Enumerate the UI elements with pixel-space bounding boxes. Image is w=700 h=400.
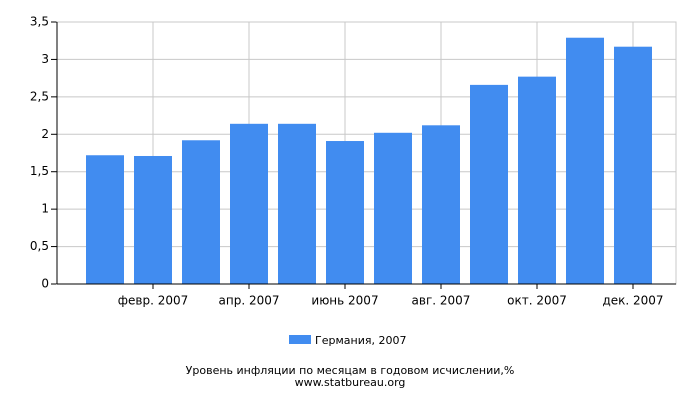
bar: [230, 123, 268, 284]
x-tick-label: окт. 2007: [507, 294, 567, 308]
x-tick-label: апр. 2007: [219, 294, 280, 308]
x-tick-label: авг. 2007: [412, 294, 471, 308]
bar: [566, 37, 604, 284]
bar: [134, 155, 172, 284]
y-tick-label: 1: [41, 202, 49, 216]
x-tick-label: июнь 2007: [311, 294, 378, 308]
bar: [422, 125, 460, 284]
bar: [326, 141, 364, 284]
bar: [278, 123, 316, 284]
chart-source: www.statbureau.org: [295, 376, 406, 389]
legend-swatch: [289, 335, 311, 344]
x-tick-label: дек. 2007: [602, 294, 663, 308]
y-tick-label: 1,5: [30, 164, 49, 178]
y-tick-label: 2: [41, 127, 49, 141]
y-tick-label: 0: [41, 277, 49, 291]
y-tick-label: 3,5: [30, 15, 49, 29]
x-tick-label: февр. 2007: [118, 294, 189, 308]
chart-title: Уровень инфляции по месяцам в годовом ис…: [186, 364, 515, 377]
bar: [614, 46, 652, 285]
bar: [518, 76, 556, 284]
y-tick-label: 2,5: [30, 89, 49, 103]
legend-label: Германия, 2007: [315, 334, 406, 347]
bar: [470, 84, 508, 284]
y-tick-label: 0,5: [30, 239, 49, 253]
bar: [182, 140, 220, 284]
y-tick-label: 3: [41, 52, 49, 66]
bar: [374, 132, 412, 284]
bar: [86, 155, 124, 284]
